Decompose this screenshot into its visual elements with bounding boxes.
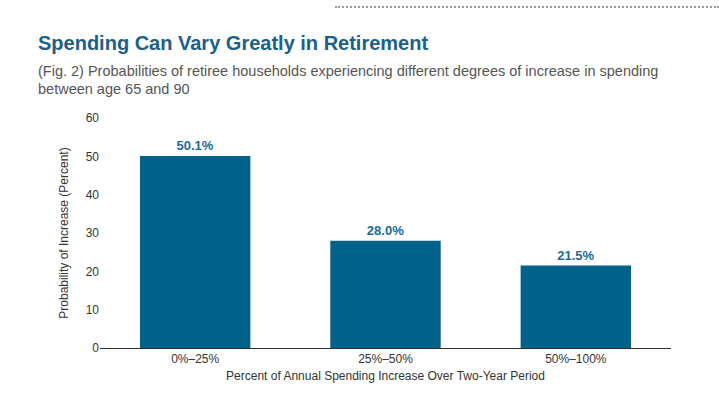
svg-text:50: 50	[86, 150, 100, 164]
svg-text:50%–100%: 50%–100%	[545, 352, 607, 366]
svg-text:28.0%: 28.0%	[367, 223, 404, 238]
svg-text:20: 20	[86, 265, 100, 279]
svg-text:21.5%: 21.5%	[557, 248, 594, 263]
html-text:(Fig. 2) Probabilities of reti: (Fig. 2) Probabilities of retiree househ…	[38, 63, 659, 97]
svg-text:0%–25%: 0%–25%	[171, 352, 219, 366]
svg-text:Percent of Annual Spending Inc: Percent of Annual Spending Increase Over…	[226, 369, 545, 383]
svg-text:25%–50%: 25%–50%	[358, 352, 413, 366]
html-text:Spending Can Vary Greatly in R: Spending Can Vary Greatly in Retirement	[38, 32, 429, 54]
svg-text:40: 40	[86, 188, 100, 202]
svg-text:0: 0	[92, 341, 99, 355]
svg-text:30: 30	[86, 226, 100, 240]
svg-text:10: 10	[86, 303, 100, 317]
svg-text:Probability of Increase (Perce: Probability of Increase (Percent)	[57, 147, 71, 318]
svg-text:50.1%: 50.1%	[177, 138, 214, 153]
svg-text:60: 60	[86, 111, 100, 125]
